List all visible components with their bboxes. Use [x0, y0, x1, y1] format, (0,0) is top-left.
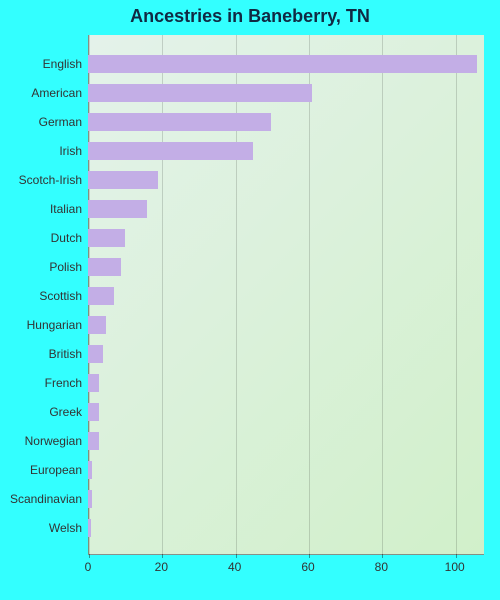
x-tick — [236, 554, 237, 558]
y-axis-label: American — [31, 86, 82, 100]
gridline — [456, 35, 457, 554]
y-axis-label: Hungarian — [27, 318, 82, 332]
x-axis-tick-label: 40 — [228, 560, 241, 574]
y-axis-label: Dutch — [51, 231, 82, 245]
chart-wrap — [88, 35, 484, 555]
gridline — [309, 35, 310, 554]
y-axis-label: British — [49, 347, 82, 361]
bar — [88, 258, 121, 276]
x-axis-tick-label: 80 — [375, 560, 388, 574]
bar — [88, 229, 125, 247]
bar — [88, 55, 477, 73]
bar — [88, 84, 312, 102]
y-axis-label: French — [45, 376, 82, 390]
x-axis-labels: 0 20 40 60 80 100 — [88, 560, 484, 580]
bar — [88, 200, 147, 218]
y-axis-label: Norwegian — [25, 434, 82, 448]
bar — [88, 432, 99, 450]
bar — [88, 490, 92, 508]
x-axis-tick-label: 20 — [155, 560, 168, 574]
bar — [88, 345, 103, 363]
page-frame: Ancestries in Baneberry, TN ◉ City-Data.… — [0, 0, 500, 600]
y-axis-label: Scottish — [39, 289, 82, 303]
chart-title: Ancestries in Baneberry, TN — [0, 6, 500, 27]
gridline — [382, 35, 383, 554]
y-axis-label: Greek — [49, 405, 82, 419]
x-tick — [309, 554, 310, 558]
bar — [88, 461, 92, 479]
x-axis-tick-label: 0 — [85, 560, 92, 574]
y-axis-label: Polish — [49, 260, 82, 274]
y-axis-label: Italian — [50, 202, 82, 216]
y-axis-label: Irish — [59, 144, 82, 158]
y-axis-label: European — [30, 463, 82, 477]
x-axis-tick-label: 60 — [301, 560, 314, 574]
bar — [88, 287, 114, 305]
y-axis-label: German — [39, 115, 82, 129]
bar — [88, 374, 99, 392]
bar — [88, 171, 158, 189]
y-axis-label: Scandinavian — [10, 492, 82, 506]
bar — [88, 316, 106, 334]
y-axis-label: English — [43, 57, 82, 71]
x-tick — [89, 554, 90, 558]
y-axis-label: Scotch-Irish — [19, 173, 82, 187]
bar — [88, 142, 253, 160]
x-tick — [456, 554, 457, 558]
bar — [88, 519, 91, 537]
x-tick — [382, 554, 383, 558]
bar — [88, 113, 271, 131]
y-axis-label: Welsh — [49, 521, 82, 535]
x-axis-tick-label: 100 — [445, 560, 465, 574]
x-tick — [162, 554, 163, 558]
bar — [88, 403, 99, 421]
y-axis-labels: English American German Irish Scotch-Irish It… — [0, 35, 86, 555]
